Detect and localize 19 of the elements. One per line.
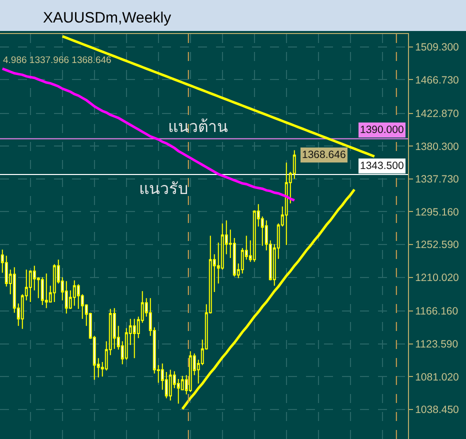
chart-title: XAUUSDm,Weekly bbox=[43, 9, 172, 26]
y-tick-label: 1166.160 bbox=[415, 306, 458, 318]
y-tick-label: 1081.020 bbox=[415, 371, 460, 384]
annotation: 1368.646 bbox=[302, 149, 346, 161]
y-tick-label: 1466.730 bbox=[415, 74, 460, 86]
y-tick-label: 1038.450 bbox=[415, 404, 460, 416]
y-tick-label: 1509.300 bbox=[415, 42, 460, 54]
ref-line-label: แนวต้าน bbox=[168, 117, 228, 136]
annotation: 1390.000 bbox=[360, 124, 404, 136]
y-tick-label: 1422.870 bbox=[415, 108, 460, 120]
y-tick-label: 1123.590 bbox=[415, 338, 458, 351]
annotation: 1343.500 bbox=[360, 160, 404, 172]
y-tick-label: 1337.730 bbox=[415, 174, 460, 186]
annotation: 4.986 1337.966 1368.646 bbox=[3, 55, 112, 66]
y-tick-label: 1210.020 bbox=[415, 272, 460, 284]
y-tick-label: 1380.300 bbox=[415, 140, 460, 153]
y-tick-label: 1252.590 bbox=[415, 239, 460, 252]
y-tick-label: 1295.160 bbox=[415, 206, 460, 218]
ref-line-label: แนวรับ bbox=[139, 179, 188, 198]
